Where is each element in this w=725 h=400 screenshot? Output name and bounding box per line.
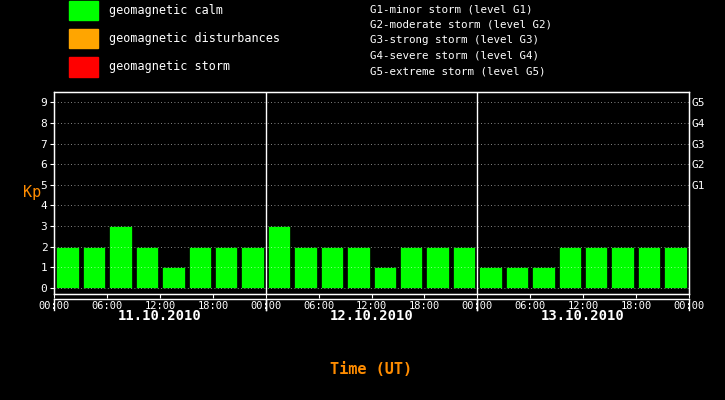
Bar [585,246,608,288]
Text: G1-minor storm (level G1): G1-minor storm (level G1) [370,4,532,14]
Bar [188,246,211,288]
Text: Time (UT): Time (UT) [331,362,413,378]
Text: geomagnetic calm: geomagnetic calm [109,4,223,17]
Bar [69,1,98,20]
Text: geomagnetic storm: geomagnetic storm [109,60,230,73]
Y-axis label: Kp: Kp [23,186,41,200]
Bar [426,246,449,288]
Bar [638,246,660,288]
Bar [268,226,290,288]
Bar [57,246,79,288]
Bar [558,246,581,288]
Text: G2-moderate storm (level G2): G2-moderate storm (level G2) [370,20,552,30]
Bar [453,246,476,288]
Bar [347,246,370,288]
Bar [506,267,529,288]
Text: 12.10.2010: 12.10.2010 [330,309,413,323]
Text: G3-strong storm (level G3): G3-strong storm (level G3) [370,35,539,45]
Bar [83,246,105,288]
Text: 13.10.2010: 13.10.2010 [541,309,625,323]
Bar [69,57,98,76]
Bar [109,226,132,288]
Bar [69,29,98,48]
Bar [162,267,185,288]
Text: geomagnetic disturbances: geomagnetic disturbances [109,32,280,45]
Bar [136,246,158,288]
Text: G5-extreme storm (level G5): G5-extreme storm (level G5) [370,66,545,76]
Bar [479,267,502,288]
Bar [611,246,634,288]
Bar [241,246,264,288]
Bar [215,246,237,288]
Text: 11.10.2010: 11.10.2010 [118,309,202,323]
Bar [400,246,423,288]
Bar [294,246,317,288]
Bar [320,246,343,288]
Bar [373,267,396,288]
Bar [532,267,555,288]
Text: G4-severe storm (level G4): G4-severe storm (level G4) [370,51,539,61]
Bar [664,246,687,288]
